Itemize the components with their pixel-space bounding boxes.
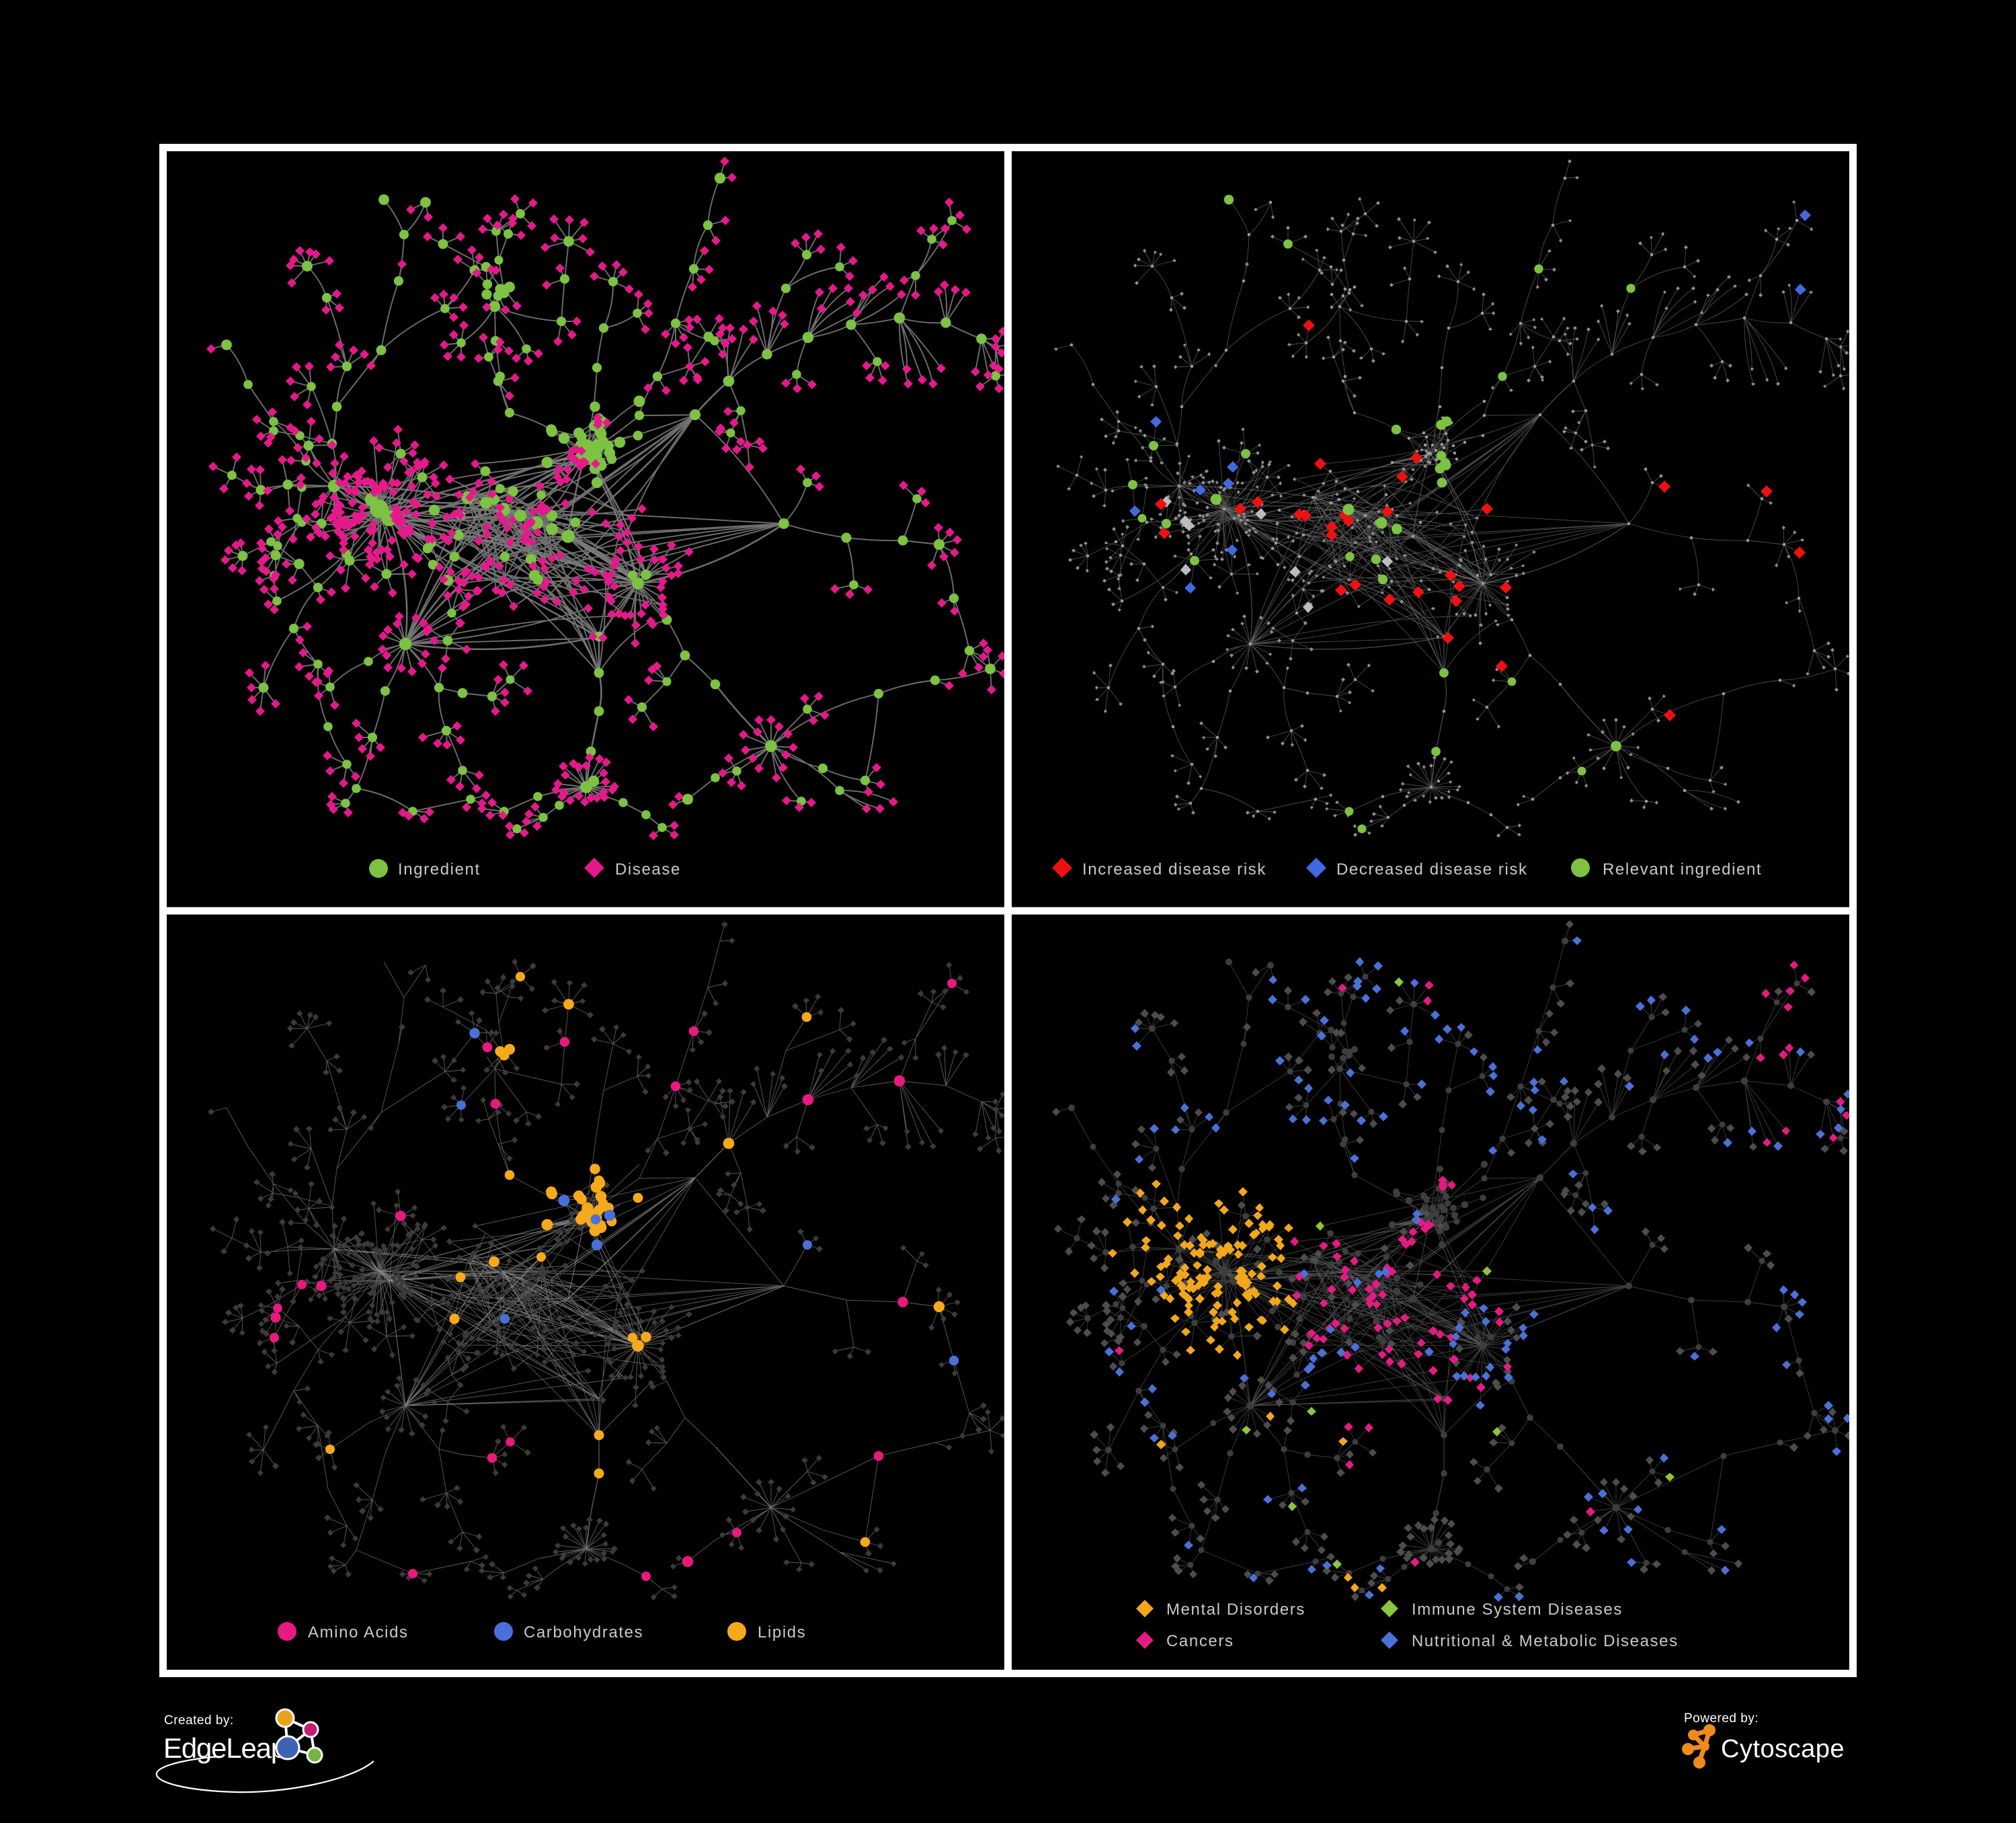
svg-text:Immune System Diseases: Immune System Diseases [1412,1601,1623,1619]
svg-text:Amino Acids: Amino Acids [308,1623,409,1642]
svg-text:Lipids: Lipids [758,1623,806,1642]
svg-text:Ingredient: Ingredient [398,860,481,879]
svg-text:Decreased disease risk: Decreased disease risk [1336,860,1528,879]
svg-text:Carbohydrates: Carbohydrates [524,1623,643,1642]
svg-text:Powered by:: Powered by: [1684,1711,1759,1726]
svg-text:Nutritional & Metabolic Diseas: Nutritional & Metabolic Diseases [1412,1632,1679,1650]
svg-text:EdgeLeap: EdgeLeap [163,1732,286,1764]
svg-text:Cancers: Cancers [1166,1632,1234,1650]
svg-text:Created by:: Created by: [164,1713,234,1728]
svg-text:Disease: Disease [615,860,681,879]
svg-text:Relevant ingredient: Relevant ingredient [1603,860,1762,879]
svg-text:Cytoscape: Cytoscape [1721,1735,1845,1763]
svg-text:Mental Disorders: Mental Disorders [1166,1601,1305,1619]
svg-text:Increased disease risk: Increased disease risk [1082,860,1266,879]
